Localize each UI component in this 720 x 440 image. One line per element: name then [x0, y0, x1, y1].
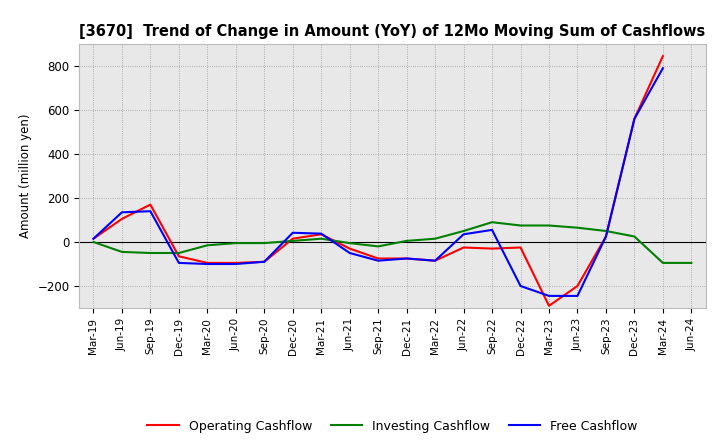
Free Cashflow [89, 236, 98, 241]
Free Cashflow [402, 256, 411, 261]
Investing Cashflow [659, 260, 667, 266]
Free Cashflow [516, 283, 525, 289]
Line: Free Cashflow: Free Cashflow [94, 68, 663, 296]
Operating Cashflow [487, 246, 496, 251]
Y-axis label: Amount (million yen): Amount (million yen) [19, 114, 32, 238]
Free Cashflow [602, 234, 611, 239]
Operating Cashflow [146, 202, 155, 207]
Investing Cashflow [203, 243, 212, 248]
Investing Cashflow [545, 223, 554, 228]
Operating Cashflow [346, 246, 354, 251]
Operating Cashflow [374, 256, 382, 261]
Line: Operating Cashflow: Operating Cashflow [94, 56, 663, 306]
Operating Cashflow [89, 236, 98, 241]
Free Cashflow [630, 116, 639, 121]
Free Cashflow [431, 258, 439, 263]
Line: Investing Cashflow: Investing Cashflow [94, 222, 691, 263]
Operating Cashflow [602, 234, 611, 239]
Investing Cashflow [459, 228, 468, 234]
Investing Cashflow [232, 240, 240, 246]
Free Cashflow [346, 250, 354, 256]
Free Cashflow [260, 259, 269, 264]
Operating Cashflow [174, 253, 183, 259]
Operating Cashflow [573, 283, 582, 289]
Free Cashflow [117, 210, 126, 215]
Free Cashflow [232, 261, 240, 267]
Free Cashflow [659, 66, 667, 71]
Investing Cashflow [431, 236, 439, 241]
Operating Cashflow [431, 258, 439, 263]
Free Cashflow [374, 258, 382, 263]
Free Cashflow [459, 231, 468, 237]
Legend: Operating Cashflow, Investing Cashflow, Free Cashflow: Operating Cashflow, Investing Cashflow, … [143, 414, 642, 437]
Operating Cashflow [289, 236, 297, 241]
Investing Cashflow [346, 240, 354, 246]
Investing Cashflow [317, 236, 325, 241]
Free Cashflow [573, 293, 582, 299]
Operating Cashflow [402, 256, 411, 261]
Investing Cashflow [117, 249, 126, 254]
Free Cashflow [289, 230, 297, 235]
Operating Cashflow [203, 260, 212, 266]
Investing Cashflow [630, 234, 639, 239]
Free Cashflow [203, 261, 212, 267]
Free Cashflow [487, 227, 496, 232]
Operating Cashflow [459, 245, 468, 250]
Investing Cashflow [402, 238, 411, 244]
Investing Cashflow [174, 250, 183, 256]
Investing Cashflow [89, 239, 98, 245]
Free Cashflow [317, 231, 325, 236]
Free Cashflow [146, 209, 155, 214]
Investing Cashflow [602, 228, 611, 234]
Operating Cashflow [516, 245, 525, 250]
Investing Cashflow [573, 225, 582, 231]
Operating Cashflow [545, 303, 554, 308]
Investing Cashflow [487, 220, 496, 225]
Investing Cashflow [260, 240, 269, 246]
Free Cashflow [545, 293, 554, 299]
Operating Cashflow [630, 116, 639, 121]
Operating Cashflow [260, 259, 269, 264]
Free Cashflow [174, 260, 183, 266]
Investing Cashflow [516, 223, 525, 228]
Investing Cashflow [289, 238, 297, 244]
Operating Cashflow [117, 216, 126, 222]
Operating Cashflow [317, 231, 325, 237]
Investing Cashflow [687, 260, 696, 266]
Operating Cashflow [232, 260, 240, 266]
Operating Cashflow [659, 53, 667, 59]
Investing Cashflow [374, 244, 382, 249]
Title: [3670]  Trend of Change in Amount (YoY) of 12Mo Moving Sum of Cashflows: [3670] Trend of Change in Amount (YoY) o… [79, 24, 706, 39]
Investing Cashflow [146, 250, 155, 256]
